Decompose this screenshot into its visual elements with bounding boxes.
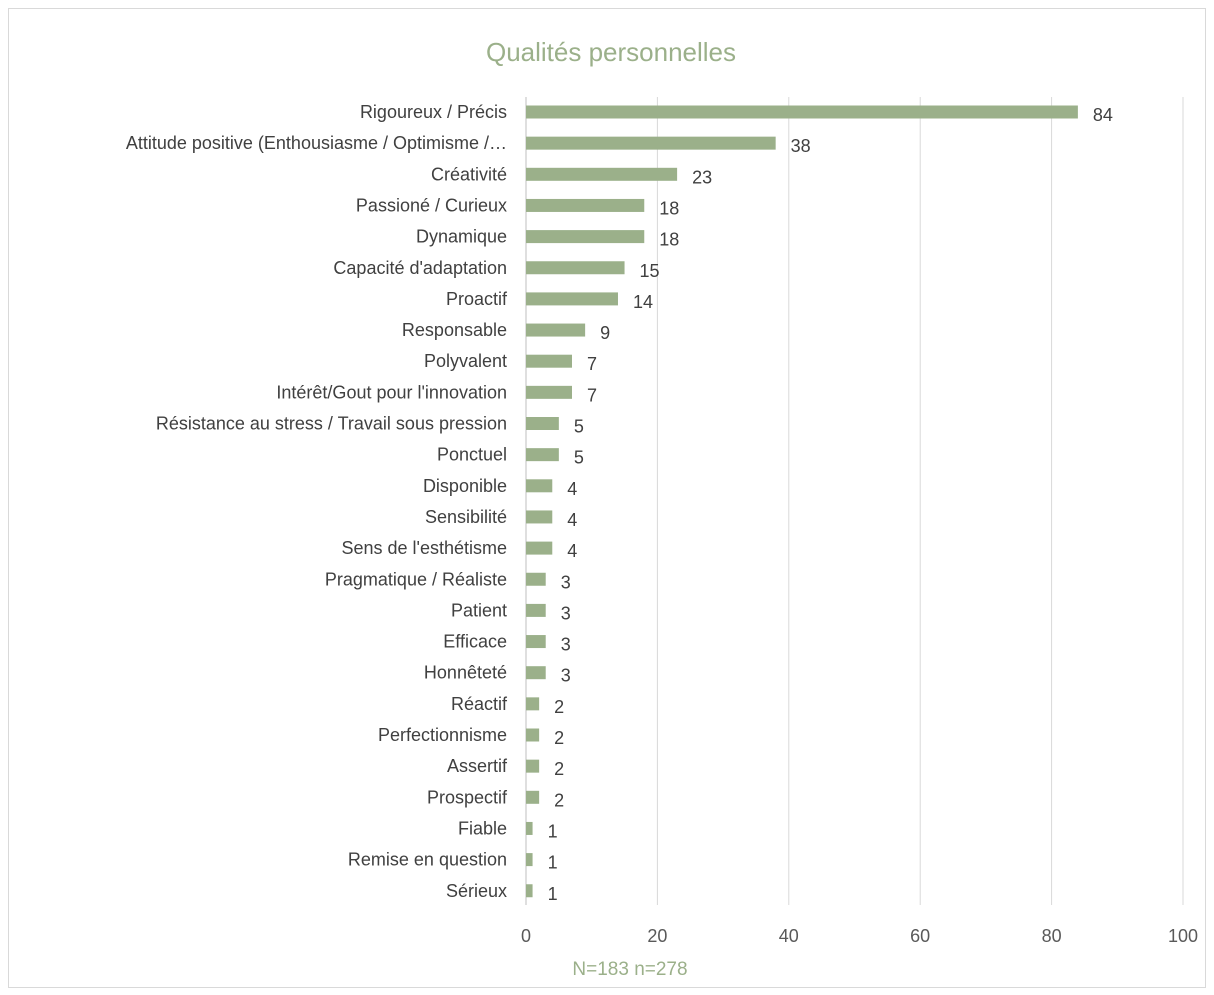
bar — [526, 728, 540, 742]
gridlines — [525, 97, 1184, 905]
category-label: Efficace — [443, 632, 507, 652]
category-label: Sens de l'esthétisme — [341, 538, 507, 558]
x-tick-label: 60 — [910, 926, 930, 946]
data-label: 84 — [1093, 105, 1113, 125]
bar — [526, 385, 572, 399]
bar — [526, 666, 546, 680]
category-label: Dynamique — [416, 227, 507, 247]
category-label: Responsable — [402, 320, 507, 340]
category-label: Réactif — [451, 694, 508, 714]
bar — [526, 448, 559, 462]
category-label: Polyvalent — [424, 351, 507, 371]
category-label: Proactif — [446, 289, 508, 309]
category-label: Attitude positive (Enthousiasme / Optimi… — [126, 133, 507, 153]
x-tick-label: 40 — [779, 926, 799, 946]
category-label: Créativité — [431, 164, 507, 184]
bar — [526, 821, 533, 835]
x-tick-label: 20 — [647, 926, 667, 946]
bar — [526, 198, 645, 212]
chart-title: Qualités personnelles — [486, 37, 736, 67]
bar — [526, 323, 586, 337]
bar — [526, 697, 540, 711]
data-label: 38 — [791, 136, 811, 156]
bar — [526, 136, 776, 150]
data-label: 9 — [600, 323, 610, 343]
category-label: Sensibilité — [425, 507, 507, 527]
data-label: 15 — [640, 261, 660, 281]
category-labels: Rigoureux / Précis Attitude positive (Ent… — [126, 102, 508, 901]
category-label: Résistance au stress / Travail sous pres… — [156, 414, 507, 434]
bar — [526, 417, 559, 430]
category-label: Intérêt/Gout pour l'innovation — [276, 382, 507, 402]
data-label: 2 — [554, 759, 564, 779]
data-label: 23 — [692, 167, 712, 187]
data-label: 3 — [561, 635, 571, 655]
category-label: Remise en question — [348, 850, 507, 870]
data-label: 4 — [567, 479, 577, 499]
bar — [526, 635, 546, 649]
category-label: Honnêteté — [424, 663, 507, 683]
data-label: 1 — [548, 853, 558, 873]
bar — [526, 354, 572, 368]
data-label: 1 — [548, 884, 558, 904]
data-label: 18 — [659, 230, 679, 250]
category-label: Disponible — [423, 476, 507, 496]
bar — [526, 603, 546, 617]
x-tick-label: 80 — [1042, 926, 1062, 946]
data-label: 2 — [554, 697, 564, 717]
category-label: Assertif — [447, 756, 508, 776]
bar — [526, 510, 553, 524]
category-label: Fiable — [458, 818, 507, 838]
data-label: 4 — [567, 510, 577, 530]
data-label: 7 — [587, 354, 597, 374]
bar — [526, 884, 533, 898]
data-label: 4 — [567, 541, 577, 561]
category-label: Pragmatique / Réaliste — [325, 569, 507, 589]
bar — [526, 790, 540, 804]
bar — [526, 105, 1078, 119]
data-label: 5 — [574, 417, 584, 437]
x-tick-label: 100 — [1168, 926, 1198, 946]
category-label: Ponctuel — [437, 445, 507, 465]
bar — [526, 759, 540, 773]
data-label: 2 — [554, 790, 564, 810]
bar — [526, 167, 678, 181]
data-label: 7 — [587, 385, 597, 405]
bar — [526, 261, 625, 275]
category-label: Perfectionnisme — [378, 725, 507, 745]
category-label: Sérieux — [446, 881, 507, 901]
bar — [526, 230, 645, 244]
x-tick-labels: 0 20 40 60 80 100 — [521, 926, 1198, 946]
bar — [526, 292, 618, 306]
bar — [526, 853, 533, 867]
data-label: 3 — [561, 666, 571, 686]
data-label: 3 — [561, 572, 571, 592]
bar — [526, 541, 553, 555]
category-label: Rigoureux / Précis — [360, 102, 507, 122]
data-label: 3 — [561, 603, 571, 623]
data-label: 14 — [633, 292, 653, 312]
bar — [526, 479, 553, 493]
x-tick-label: 0 — [521, 926, 531, 946]
category-label: Patient — [451, 600, 507, 620]
bars — [526, 105, 1078, 898]
data-label: 18 — [659, 198, 679, 218]
sample-size-note: N=183 n=278 — [572, 959, 687, 980]
data-label: 2 — [554, 728, 564, 748]
data-label: 1 — [548, 821, 558, 841]
category-label: Passioné / Curieux — [356, 195, 507, 215]
data-label: 5 — [574, 448, 584, 468]
category-label: Capacité d'adaptation — [333, 258, 507, 278]
bar — [526, 572, 546, 586]
category-label: Prospectif — [427, 787, 508, 807]
